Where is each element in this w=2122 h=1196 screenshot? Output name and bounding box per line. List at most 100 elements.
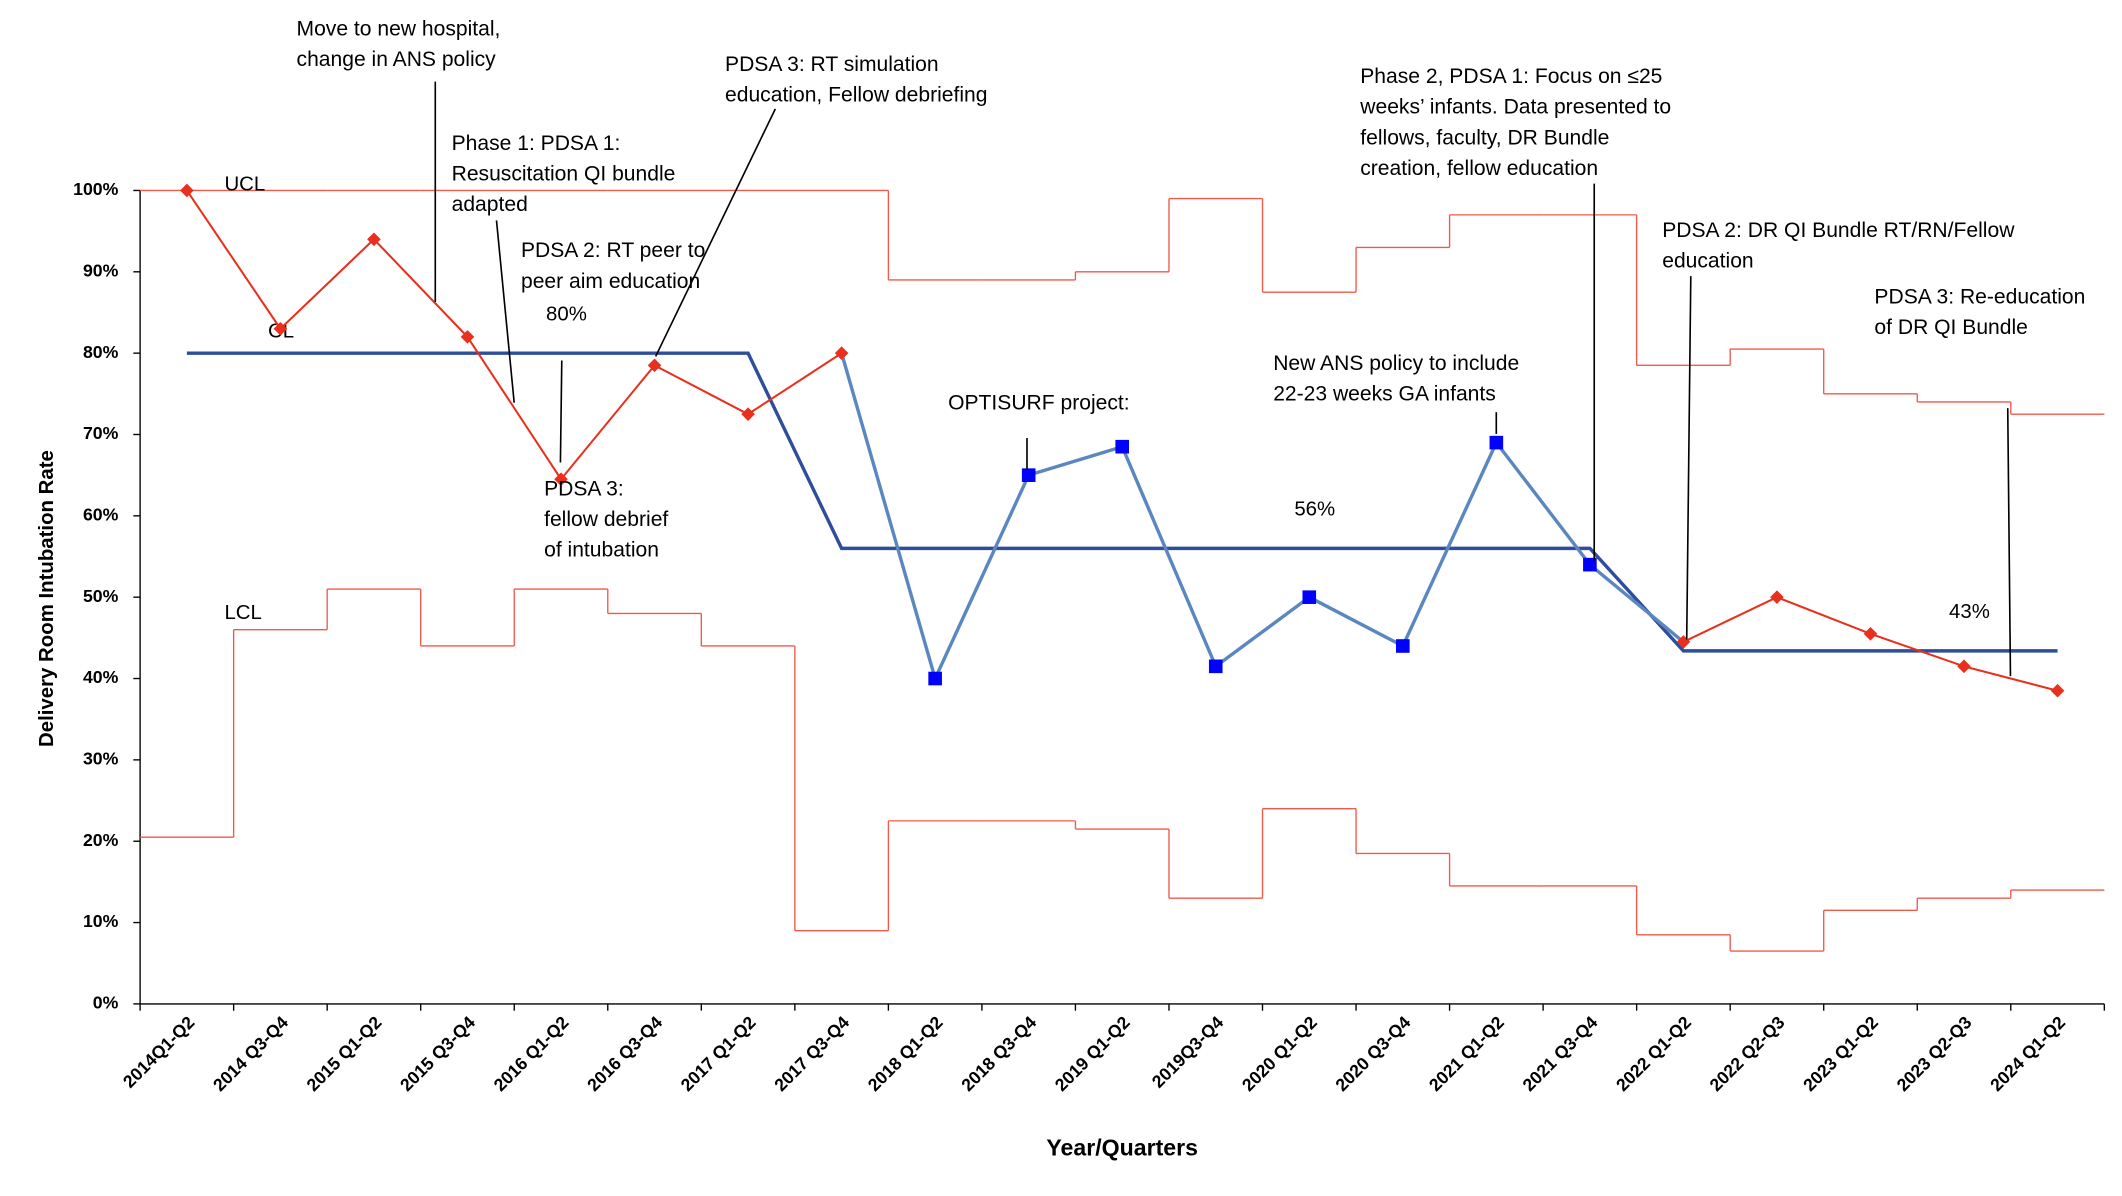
data-point [1208, 659, 1223, 674]
y-tick-label: 90% [83, 260, 119, 280]
data-point [554, 472, 568, 487]
data-point [2050, 683, 2065, 698]
annotation: change in ANS policy [297, 48, 497, 71]
x-tick-label: 2015 Q3-Q4 [396, 1012, 479, 1095]
y-tick-label: 60% [83, 505, 119, 525]
y-tick-label: 40% [83, 667, 119, 687]
data-line-segment [1494, 441, 1592, 566]
x-tick-label: 2021 Q3-Q4 [1519, 1012, 1602, 1095]
y-tick-label: 30% [83, 749, 119, 769]
annotation: Resuscitation QI bundle [452, 162, 676, 185]
center-line-value-label: 43% [1949, 601, 1990, 623]
data-line-segment [747, 352, 843, 416]
data-line-segment [654, 364, 749, 416]
annotation: education, Fellow debriefing [725, 83, 987, 106]
data-point [1021, 468, 1036, 482]
data-line-segment [839, 352, 937, 679]
y-tick-label: 20% [83, 830, 119, 850]
data-line-segment [1682, 596, 1778, 643]
data-line-segment [1028, 445, 1123, 477]
data-point [834, 346, 849, 360]
x-tick-label: 2022 Q2-Q3 [1706, 1012, 1789, 1095]
annotation-pointer [1685, 276, 1692, 640]
x-tick-label: 2019 Q1-Q2 [1051, 1012, 1134, 1095]
annotation: adapted [452, 193, 528, 216]
x-tick-label: 2020 Q1-Q2 [1238, 1012, 1321, 1095]
annotation: PDSA 3: Re-education [1874, 285, 2085, 308]
annotation: fellows, faculty, DR Bundle [1360, 126, 1609, 149]
data-point [180, 183, 194, 198]
data-line-segment [279, 238, 375, 330]
annotation-pointer [654, 108, 777, 357]
annotation-pointer [2006, 408, 2012, 677]
data-line-segment [560, 364, 656, 480]
data-point [1770, 590, 1784, 604]
x-tick-label: 2020 Q3-Q4 [1331, 1012, 1414, 1095]
y-tick-label: 70% [83, 423, 119, 443]
annotation: weeks’ infants. Data presented to [1359, 96, 1671, 119]
data-point [367, 232, 381, 247]
annotation: Phase 2, PDSA 1: Focus on ≤25 [1360, 65, 1662, 88]
x-tick-label: 2018 Q3-Q4 [957, 1012, 1040, 1095]
annotation: peer aim education [521, 270, 700, 293]
center-line-value-label: 80% [546, 303, 587, 325]
y-axis-title: Delivery Room Intubation Rate [36, 450, 58, 747]
x-tick-label: 2015 Q1-Q2 [303, 1012, 386, 1095]
annotation: OPTISURF project: [948, 392, 1130, 415]
annotation: 22-23 weeks GA infants [1273, 383, 1496, 406]
annotation: Phase 1: PDSA 1: [452, 132, 621, 155]
data-point [1583, 557, 1597, 572]
x-tick-label: 2024 Q1-Q2 [1986, 1012, 2069, 1095]
data-line-segment [933, 474, 1031, 680]
data-point [1957, 659, 1971, 674]
y-tick-label: 50% [83, 586, 119, 606]
center-line-value-label: 56% [1294, 499, 1335, 521]
annotation-pointer [495, 220, 515, 403]
x-tick-label: 2022 Q1-Q2 [1612, 1012, 1695, 1095]
data-line-segment [1214, 595, 1311, 668]
ucl-label: UCL [224, 173, 265, 195]
x-tick-label: 2019Q3-Q4 [1148, 1012, 1228, 1092]
x-tick-label: 2016 Q1-Q2 [490, 1012, 573, 1095]
annotation: PDSA 2: RT peer to [521, 239, 705, 262]
data-point [1863, 626, 1878, 641]
annotation: PDSA 3: RT simulation [725, 53, 939, 76]
data-point [1115, 439, 1130, 454]
annotation: creation, fellow education [1360, 157, 1598, 180]
data-point [1302, 590, 1317, 604]
data-line-segment [1120, 446, 1218, 667]
annotation: PDSA 3: [544, 477, 624, 500]
data-line-segment [1776, 596, 1871, 635]
data-line-segment [186, 189, 282, 330]
x-tick-label: 2016 Q3-Q4 [583, 1012, 666, 1095]
x-tick-label: 2017 Q1-Q2 [677, 1012, 760, 1095]
x-axis-title: Year/Quarters [1046, 1135, 1198, 1161]
x-tick-label: 2017 Q3-Q4 [770, 1012, 853, 1095]
x-tick-label: 2023 Q2-Q3 [1893, 1012, 1976, 1095]
annotation: PDSA 2: DR QI Bundle RT/RN/Fellow [1662, 219, 2015, 242]
annotation: of intubation [544, 538, 659, 561]
data-line-segment [1963, 665, 2058, 692]
data-line-segment [1401, 441, 1498, 647]
y-tick-label: 100% [73, 179, 118, 199]
annotation: Move to new hospital, [297, 18, 501, 41]
y-tick-label: 0% [93, 993, 119, 1013]
data-point [741, 407, 755, 421]
data-line-segment [1870, 632, 1965, 668]
x-tick-label: 2014Q1-Q2 [119, 1012, 199, 1092]
data-line-segment [1588, 563, 1685, 644]
x-tick-label: 2014 Q3-Q4 [209, 1012, 292, 1095]
x-tick-label: 2018 Q1-Q2 [864, 1012, 947, 1095]
x-tick-label: 2021 Q1-Q2 [1425, 1012, 1508, 1095]
data-point [1396, 639, 1410, 653]
annotation: New ANS policy to include [1273, 352, 1519, 375]
annotation-pointer [559, 360, 563, 463]
annotation: of DR QI Bundle [1874, 316, 2027, 339]
data-point [1489, 435, 1504, 450]
data-line-segment [1308, 595, 1404, 648]
y-tick-label: 80% [83, 342, 119, 362]
center-line [186, 351, 2058, 653]
data-line-segment [373, 238, 469, 338]
